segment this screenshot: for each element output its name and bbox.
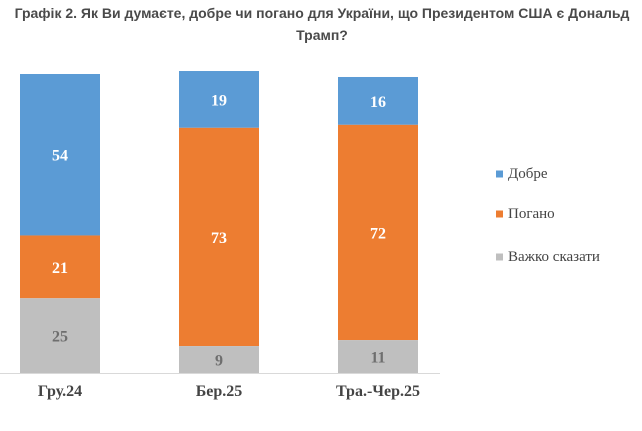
legend-swatch-1 (496, 170, 503, 178)
data-label-3-cat-3: 11 (370, 350, 385, 367)
bars-group: 54 21 25 19 73 9 16 72 11 (20, 71, 418, 373)
bar-segment-1-cat-3 (338, 76, 418, 125)
data-label-2-cat-1: 21 (52, 260, 68, 277)
bar-segment-2-cat-3 (338, 124, 418, 341)
bar-segment-1-cat-2 (179, 71, 259, 128)
bar-segment-3-cat-2 (179, 346, 259, 373)
legend-label-2: Погано (508, 206, 555, 222)
legend-label-3: Важко сказати (508, 249, 600, 265)
bar-segment-2-cat-2 (179, 127, 259, 347)
chart-title: Графік 2. Як Ви думаєте, добре чи погано… (14, 5, 630, 43)
legend-swatch-3 (496, 253, 503, 261)
bar-segment-1-cat-1 (20, 74, 100, 236)
category-label-3: Тра.-Чер.25 (336, 383, 420, 400)
data-label-1-cat-3: 16 (370, 94, 386, 111)
legend: Добре Погано Важко сказати (496, 166, 600, 265)
category-label-2: Бер.25 (196, 383, 243, 400)
bar-segment-3-cat-3 (338, 340, 418, 373)
data-label-2-cat-3: 72 (370, 225, 386, 242)
data-label-1-cat-2: 19 (211, 92, 227, 109)
data-label-3-cat-2: 9 (215, 353, 223, 370)
legend-swatch-2 (496, 210, 503, 218)
category-labels: Гру.24 Бер.25 Тра.-Чер.25 (38, 383, 420, 400)
data-label-2-cat-2: 73 (211, 230, 227, 247)
bar-segment-2-cat-1 (20, 235, 100, 299)
data-label-1-cat-1: 54 (52, 148, 68, 165)
bar-segment-3-cat-1 (20, 298, 100, 373)
legend-label-1: Добре (508, 166, 548, 182)
data-label-3-cat-1: 25 (52, 329, 68, 346)
category-label-1: Гру.24 (38, 383, 82, 400)
